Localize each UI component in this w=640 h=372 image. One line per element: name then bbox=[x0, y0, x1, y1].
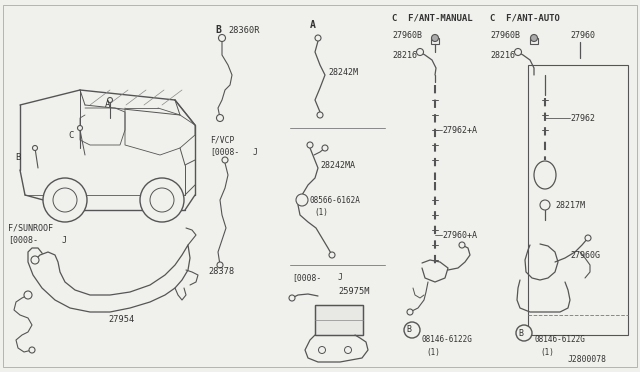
Text: 27962: 27962 bbox=[570, 113, 595, 122]
Circle shape bbox=[344, 346, 351, 353]
Circle shape bbox=[319, 346, 326, 353]
Circle shape bbox=[77, 125, 83, 131]
Circle shape bbox=[33, 145, 38, 151]
Text: C  F/ANT-AUTO: C F/ANT-AUTO bbox=[490, 13, 560, 22]
Circle shape bbox=[431, 35, 438, 42]
Circle shape bbox=[31, 256, 39, 264]
Text: 28216: 28216 bbox=[392, 51, 417, 60]
Text: (1): (1) bbox=[540, 347, 554, 356]
Text: [0008-: [0008- bbox=[292, 273, 321, 282]
Circle shape bbox=[217, 262, 223, 268]
Circle shape bbox=[329, 252, 335, 258]
Text: B: B bbox=[406, 326, 412, 334]
Text: J: J bbox=[62, 235, 67, 244]
Text: 27960B: 27960B bbox=[490, 31, 520, 39]
Text: B: B bbox=[518, 328, 524, 337]
Text: 08146-6122G: 08146-6122G bbox=[535, 336, 586, 344]
Text: 28378: 28378 bbox=[208, 267, 234, 276]
Circle shape bbox=[459, 242, 465, 248]
Circle shape bbox=[108, 97, 113, 103]
Circle shape bbox=[407, 309, 413, 315]
Bar bbox=[315, 305, 363, 335]
Text: J: J bbox=[338, 273, 343, 282]
Circle shape bbox=[53, 188, 77, 212]
Text: J: J bbox=[253, 148, 258, 157]
Bar bbox=[315, 305, 363, 335]
Text: 27960B: 27960B bbox=[392, 31, 422, 39]
Text: [0008-: [0008- bbox=[210, 148, 239, 157]
Text: A: A bbox=[105, 99, 110, 109]
Circle shape bbox=[216, 115, 223, 122]
Bar bbox=[431, 38, 439, 44]
Circle shape bbox=[289, 295, 295, 301]
Circle shape bbox=[296, 194, 308, 206]
Text: (1): (1) bbox=[314, 208, 328, 217]
Circle shape bbox=[24, 291, 32, 299]
Circle shape bbox=[417, 48, 424, 55]
Text: 27962+A: 27962+A bbox=[442, 125, 477, 135]
Circle shape bbox=[516, 325, 532, 341]
Text: 28360R: 28360R bbox=[228, 26, 259, 35]
Circle shape bbox=[540, 200, 550, 210]
Bar bbox=[530, 38, 538, 44]
Text: 25975M: 25975M bbox=[338, 288, 369, 296]
Text: F/VCP: F/VCP bbox=[210, 135, 234, 144]
Circle shape bbox=[404, 322, 420, 338]
Circle shape bbox=[43, 178, 87, 222]
Circle shape bbox=[322, 145, 328, 151]
Text: 27960+A: 27960+A bbox=[442, 231, 477, 240]
Circle shape bbox=[317, 112, 323, 118]
Text: C  F/ANT-MANUAL: C F/ANT-MANUAL bbox=[392, 13, 472, 22]
Circle shape bbox=[515, 48, 522, 55]
Text: B: B bbox=[15, 153, 20, 161]
Text: 28242M: 28242M bbox=[328, 67, 358, 77]
Circle shape bbox=[531, 35, 538, 42]
Circle shape bbox=[307, 142, 313, 148]
Circle shape bbox=[222, 157, 228, 163]
Text: 08566-6162A: 08566-6162A bbox=[310, 196, 361, 205]
Text: 28216: 28216 bbox=[490, 51, 515, 60]
Text: A: A bbox=[310, 20, 316, 30]
Text: C: C bbox=[68, 131, 74, 140]
Bar bbox=[528, 65, 628, 335]
Text: [0008-: [0008- bbox=[8, 235, 38, 244]
Circle shape bbox=[585, 235, 591, 241]
Text: 27960: 27960 bbox=[570, 31, 595, 39]
Text: J2800078: J2800078 bbox=[568, 356, 607, 365]
Text: 28217M: 28217M bbox=[555, 201, 585, 209]
Text: B: B bbox=[215, 25, 221, 35]
Circle shape bbox=[218, 35, 225, 42]
Text: 27960G: 27960G bbox=[570, 250, 600, 260]
Text: F/SUNROOF: F/SUNROOF bbox=[8, 224, 53, 232]
Circle shape bbox=[140, 178, 184, 222]
Text: 08146-6122G: 08146-6122G bbox=[422, 336, 473, 344]
Circle shape bbox=[150, 188, 174, 212]
Text: 27954: 27954 bbox=[108, 315, 134, 324]
Text: (1): (1) bbox=[426, 347, 440, 356]
Text: 28242MA: 28242MA bbox=[320, 160, 355, 170]
Circle shape bbox=[29, 347, 35, 353]
Circle shape bbox=[315, 35, 321, 41]
